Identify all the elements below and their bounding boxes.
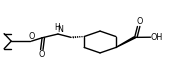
Text: O: O bbox=[28, 32, 35, 41]
Text: N: N bbox=[57, 25, 63, 34]
Text: O: O bbox=[136, 17, 143, 26]
Text: OH: OH bbox=[151, 33, 163, 42]
Text: O: O bbox=[39, 50, 45, 59]
Text: H: H bbox=[54, 23, 60, 33]
Polygon shape bbox=[116, 37, 136, 47]
